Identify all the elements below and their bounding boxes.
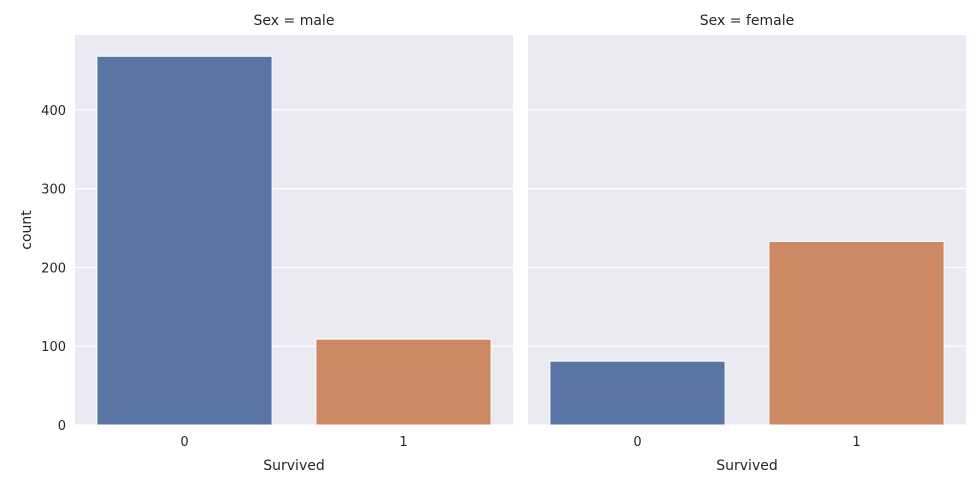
x-tick-label: 0 [633,435,641,450]
bar-0 [96,55,273,426]
y-axis-label: count [19,210,35,250]
x-tick-label: 1 [852,435,860,450]
y-tick-label: 300 [41,183,66,198]
x-tick-label: 0 [180,435,188,450]
x-tick-label: 1 [399,435,407,450]
x-axis-label: Survived [263,458,324,474]
bar-1 [315,338,492,426]
facet-panels: 0 1 Sex = male Survived 0 100 200 300 400 0 1 Sex =… [41,13,966,474]
panel-title: Sex = female [700,13,794,29]
x-axis-label: Survived [716,458,777,474]
y-tick-label: 200 [41,261,66,276]
panel-0: 0 1 Sex = male Survived 0 100 200 300 400 [41,13,513,474]
bar-0 [549,360,726,426]
y-tick-label: 100 [41,340,66,355]
y-tick-label: 400 [41,104,66,119]
panel-1: 0 1 Sex = female Survived [528,13,966,474]
panel-title: Sex = male [254,13,335,29]
y-tick-label: 0 [58,419,66,434]
bar-1 [768,240,945,426]
